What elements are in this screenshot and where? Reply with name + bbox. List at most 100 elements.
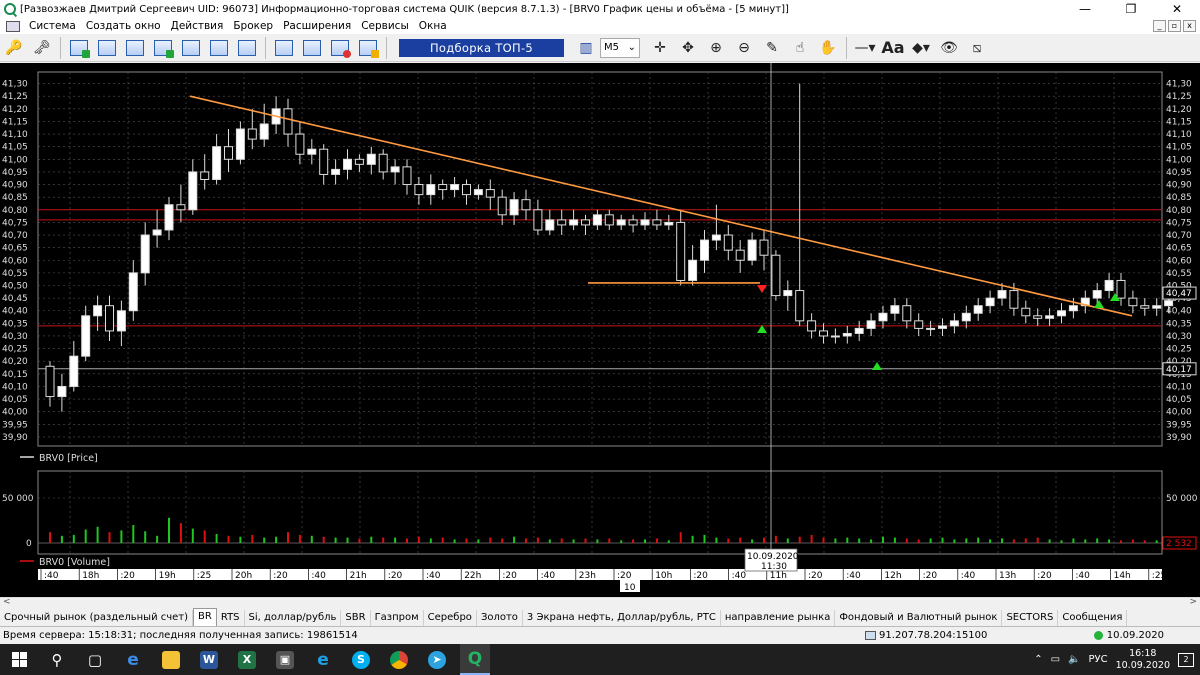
scroll-left-icon[interactable]: <	[3, 597, 11, 607]
last-price-badge	[1162, 286, 1197, 300]
tab-10[interactable]: Фондовый и Валютный рынок	[835, 610, 1003, 626]
zoom-in-icon[interactable]: ⊕	[710, 39, 722, 56]
horizontal-scrollbar[interactable]: < >	[0, 597, 1200, 609]
maximize-button[interactable]: ❐	[1125, 2, 1137, 16]
tab-7[interactable]: Золото	[477, 610, 523, 626]
positions-icon[interactable]	[301, 37, 323, 59]
network-tray-icon[interactable]: ▭	[1050, 654, 1061, 665]
ruler-icon[interactable]: ⧅	[972, 39, 982, 56]
key-icon[interactable]: 🔑	[5, 39, 23, 56]
interval-select[interactable]: M5 ⌄	[600, 37, 640, 58]
key-connect-icon[interactable]: 🗝	[33, 39, 51, 56]
store-icon[interactable]: ▣	[270, 644, 300, 675]
menu-item-windows[interactable]: Окна	[418, 20, 447, 32]
task-view-icon[interactable]: ▢	[87, 650, 103, 669]
candle-body	[497, 196, 507, 216]
system-menu-icon[interactable]	[6, 20, 20, 32]
visibility-icon[interactable]: 👁	[940, 39, 958, 56]
cancel-table-icon[interactable]	[236, 37, 258, 59]
candle-body	[1033, 315, 1043, 319]
input-language[interactable]: РУС	[1088, 654, 1108, 665]
price-volume-chart[interactable]: 41,30 41,30 41,25 41,25 41,20 41,20 41,15 41,15…	[0, 63, 1200, 597]
tray-chevron-icon[interactable]: ⌃	[1034, 654, 1043, 665]
cursor-date: 10.09.2020	[747, 552, 799, 562]
grab-hand-icon[interactable]: ✋	[819, 39, 837, 56]
chart-canvas[interactable]: 41,30 41,30 41,25 41,25 41,20 41,20 41,15 41,15…	[0, 63, 1200, 597]
menu-item-extensions[interactable]: Расширения	[283, 20, 352, 32]
notification-icon[interactable]: 2	[1178, 652, 1194, 667]
tab-9[interactable]: направление рынка	[721, 610, 836, 626]
tab-5[interactable]: Газпром	[371, 610, 424, 626]
scroll-right-icon[interactable]: >	[1189, 597, 1197, 607]
skype-icon[interactable]: S	[346, 644, 376, 675]
move-icon[interactable]: ✥	[682, 39, 694, 56]
text-tool-button[interactable]: Aa	[881, 38, 905, 57]
tab-12[interactable]: Сообщения	[1058, 610, 1128, 626]
zoom-out-icon[interactable]: ⊖	[738, 39, 750, 56]
menu-item-create-window[interactable]: Создать окно	[85, 20, 161, 32]
time-label: :20	[120, 571, 135, 581]
new-table-icon[interactable]	[68, 37, 90, 59]
volume-legend: BRV0 [Volume]	[39, 557, 110, 568]
tab-3[interactable]: Si, доллар/рубль	[245, 610, 342, 626]
trades-table-icon[interactable]	[180, 37, 202, 59]
limits-icon[interactable]	[329, 37, 351, 59]
mdi-minimize-button[interactable]: _	[1153, 20, 1166, 32]
money-icon[interactable]	[357, 37, 379, 59]
tab-0[interactable]: Срочный рынок (раздельный счет)	[0, 610, 194, 626]
notification-count: 2	[1183, 654, 1189, 664]
portfolio-icon[interactable]	[273, 37, 295, 59]
quik-taskbar-icon[interactable]: Q	[460, 644, 490, 675]
mdi-restore-button[interactable]: ▫	[1168, 20, 1181, 32]
fill-tool-icon[interactable]: ◆▾	[912, 39, 930, 56]
chrome-icon[interactable]	[384, 644, 414, 675]
price-label-left: 40,10	[2, 382, 28, 392]
orders-table-icon[interactable]	[152, 37, 174, 59]
tab-2[interactable]: RTS	[217, 610, 245, 626]
edge-browser-icon[interactable]: e	[127, 649, 139, 670]
menu-item-actions[interactable]: Действия	[170, 20, 224, 32]
price-label-right: 41,30	[1166, 80, 1192, 90]
title-bar: [Развозжаев Дмитрий Сергеевич UID: 96073…	[0, 0, 1200, 18]
tab-11[interactable]: SECTORS	[1002, 610, 1059, 626]
crosshair-icon[interactable]: ✛	[654, 39, 666, 56]
telegram-icon[interactable]: ➤	[422, 644, 452, 675]
clock[interactable]: 16:18 10.09.2020	[1116, 648, 1170, 672]
hand-icon[interactable]: ☝	[795, 39, 805, 56]
line-tool-icon[interactable]: —▾	[854, 39, 876, 56]
quotes-window-icon[interactable]	[124, 37, 146, 59]
excel-icon[interactable]: X	[232, 644, 262, 675]
file-explorer-icon[interactable]	[156, 644, 186, 675]
word-icon[interactable]: W	[194, 644, 224, 675]
start-button[interactable]	[4, 644, 34, 675]
ie-browser-icon[interactable]: e	[317, 649, 329, 670]
chart-bars-icon[interactable]: ▥	[579, 39, 593, 56]
candle-body	[366, 153, 376, 165]
candle-body	[81, 315, 91, 357]
candle-body	[485, 189, 495, 198]
price-label-left: 41,10	[2, 130, 28, 140]
chart-window-icon[interactable]	[96, 37, 118, 59]
candle-body	[259, 123, 269, 140]
minimize-button[interactable]: —	[1079, 2, 1091, 16]
tab-8[interactable]: 3 Экрана нефть, Доллар/рубль, РТС	[523, 610, 721, 626]
selection-top5-button[interactable]: Подборка ТОП-5	[399, 38, 564, 57]
time-label: 15h	[1190, 571, 1200, 581]
menu-item-system[interactable]: Система	[29, 20, 76, 32]
menu-item-broker[interactable]: Брокер	[233, 20, 274, 32]
candle-body	[1128, 297, 1138, 307]
time-label: :20	[617, 571, 632, 581]
volume-icon[interactable]: 🔈	[1068, 654, 1081, 665]
close-button[interactable]: ✕	[1171, 2, 1183, 16]
mdi-close-button[interactable]: x	[1183, 20, 1196, 32]
search-icon[interactable]: ⚲	[51, 650, 63, 669]
search-table-icon[interactable]	[208, 37, 230, 59]
tab-4[interactable]: SBR	[341, 610, 371, 626]
volume-label-left: 50 000	[2, 494, 34, 504]
tab-6[interactable]: Серебро	[424, 610, 477, 626]
price-label-right: 41,15	[1166, 117, 1192, 127]
menu-item-services[interactable]: Сервисы	[361, 20, 409, 32]
price-label-left: 40,50	[2, 282, 28, 292]
tab-1[interactable]: BR	[193, 608, 217, 626]
pencil-icon[interactable]: ✎	[766, 39, 778, 56]
